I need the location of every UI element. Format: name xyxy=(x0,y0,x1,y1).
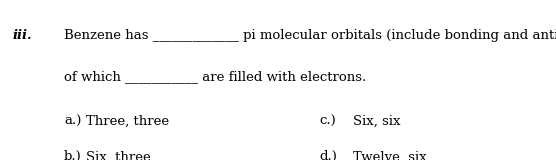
Text: a.): a.) xyxy=(64,115,81,128)
Text: of which ___________ are filled with electrons.: of which ___________ are filled with ele… xyxy=(64,70,366,83)
Text: b.): b.) xyxy=(64,150,82,160)
Text: Six, three: Six, three xyxy=(86,150,151,160)
Text: iii.: iii. xyxy=(12,29,32,42)
Text: d.): d.) xyxy=(320,150,337,160)
Text: c.): c.) xyxy=(320,115,336,128)
Text: Six, six: Six, six xyxy=(353,115,400,128)
Text: Twelve, six: Twelve, six xyxy=(353,150,426,160)
Text: Three, three: Three, three xyxy=(86,115,170,128)
Text: Benzene has _____________ pi molecular orbitals (include bonding and anti-bondin: Benzene has _____________ pi molecular o… xyxy=(64,29,556,42)
